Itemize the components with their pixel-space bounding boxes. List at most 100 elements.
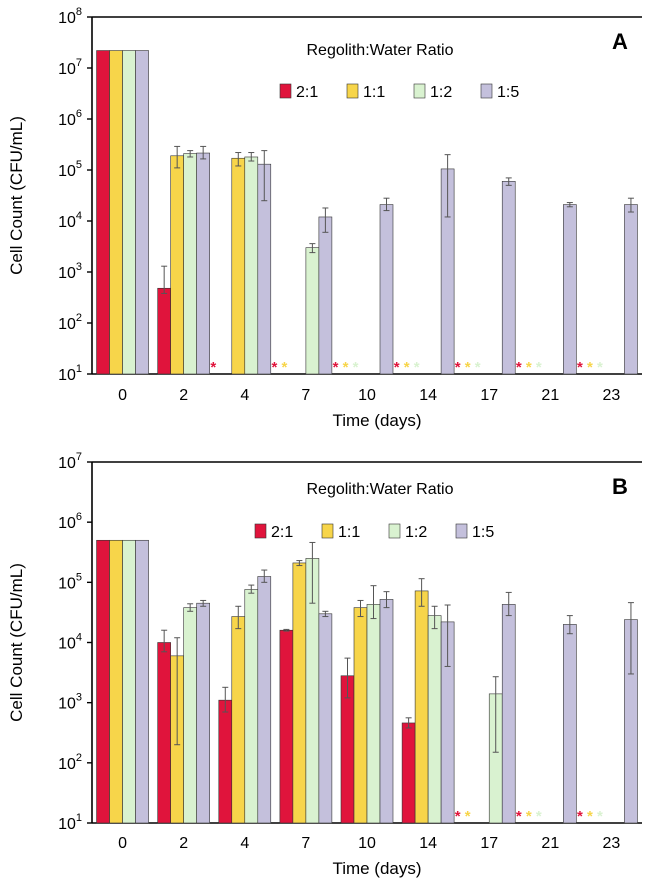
legend-label: 1:2 — [430, 84, 452, 101]
error-bar — [492, 676, 499, 753]
x-tick-label: 17 — [480, 387, 498, 404]
error-bar — [235, 605, 242, 630]
below-detection-marker-2-1: * — [577, 359, 583, 376]
below-detection-marker-1-1: * — [465, 359, 471, 376]
legend-item-1-5: 1:5 — [455, 523, 494, 541]
error-bar — [566, 615, 573, 635]
below-detection-marker-1-1: * — [587, 359, 593, 376]
legend-item-1-5: 1:5 — [480, 83, 519, 101]
below-detection-marker-2-1: * — [210, 359, 216, 376]
error-bar — [222, 686, 229, 713]
error-bar — [283, 628, 290, 632]
legend-swatch — [388, 523, 401, 539]
y-tick-label: 107 — [58, 451, 82, 472]
bar-1-2-day-0 — [122, 50, 136, 375]
bar-1-1-day-7 — [292, 562, 307, 824]
x-tick-label: 0 — [118, 835, 127, 852]
x-tick-label: 4 — [240, 835, 249, 852]
y-tick-label: 106 — [58, 511, 82, 532]
chart-panel-a: 101 102 103 104 105 106 107 108 0 2 4 7 10 14 17 21 23 Ti… — [7, 6, 642, 430]
bar-1-5-day-7 — [318, 216, 333, 375]
bar-1-5-day-10 — [379, 204, 394, 375]
bar-1-5-day-17 — [501, 181, 516, 375]
legend-label: 1:1 — [363, 84, 385, 101]
below-detection-marker-1-1: * — [343, 359, 349, 376]
error-bar — [161, 629, 168, 653]
error-bar — [444, 154, 451, 218]
bar-1-5-day-0 — [135, 539, 149, 824]
below-detection-marker-2-1: * — [394, 359, 400, 376]
error-bar — [248, 584, 255, 594]
below-detection-marker-2-1: * — [271, 359, 277, 376]
legend-swatch — [279, 83, 292, 99]
bar-1-2-day-2 — [183, 153, 197, 375]
error-bar — [405, 717, 412, 729]
legend-item-2-1: 2:1 — [279, 83, 318, 101]
bar-1-1-day-14 — [414, 590, 429, 824]
below-detection-marker-1-2: * — [475, 359, 481, 376]
bar-2-1-day-7 — [279, 629, 294, 824]
below-detection-marker-1-1: * — [526, 808, 532, 825]
error-bar — [261, 150, 268, 202]
y-tick-label: 108 — [58, 6, 82, 27]
bar-1-5-day-2 — [196, 602, 210, 824]
x-tick-label: 0 — [118, 387, 127, 404]
y-axis-label: Cell Count (CFU/mL) — [7, 563, 26, 722]
y-tick-label: 105 — [58, 571, 82, 592]
error-bar — [627, 197, 634, 213]
legend-label: 1:2 — [405, 524, 427, 541]
legend-item-1-1: 1:1 — [346, 83, 385, 101]
x-tick-label: 2 — [179, 387, 188, 404]
y-tick-label: 107 — [58, 57, 82, 78]
bar-1-5-day-21 — [563, 624, 577, 824]
y-axis-label: Cell Count (CFU/mL) — [7, 116, 26, 275]
y-tick-label: 104 — [58, 632, 82, 653]
error-bar — [187, 603, 194, 612]
below-detection-marker-2-1: * — [455, 808, 461, 825]
bar-1-2-day-4 — [244, 589, 259, 824]
x-tick-label: 14 — [419, 835, 437, 852]
error-bar — [444, 604, 451, 667]
error-bar — [161, 265, 168, 294]
below-detection-marker-1-2: * — [597, 359, 603, 376]
legend-label: 1:5 — [472, 524, 494, 541]
y-tick-label: 101 — [58, 363, 82, 384]
error-bar — [322, 207, 329, 233]
x-tick-label: 23 — [603, 835, 621, 852]
below-detection-marker-1-2: * — [353, 359, 359, 376]
error-bar — [505, 177, 512, 186]
bar-1-2-day-14 — [427, 615, 442, 824]
y-tick-label: 104 — [58, 210, 82, 231]
below-detection-marker-2-1: * — [455, 359, 461, 376]
x-tick-label: 2 — [179, 835, 188, 852]
x-tick-label: 17 — [480, 835, 498, 852]
error-bar — [505, 591, 512, 617]
legend-swatch — [480, 83, 493, 99]
legend-label: 1:1 — [338, 524, 360, 541]
legend-label: 2:1 — [271, 524, 293, 541]
below-detection-marker-1-1: * — [281, 359, 287, 376]
legend-label: 1:5 — [497, 84, 519, 101]
legend-title: Regolith:Water Ratio — [306, 481, 453, 498]
x-tick-label: 10 — [358, 835, 376, 852]
error-bar — [235, 152, 242, 167]
error-bar — [383, 197, 390, 212]
bar-2-1-day-0 — [96, 539, 110, 824]
legend-swatch — [321, 523, 334, 539]
legend-swatch — [254, 523, 267, 539]
bar-2-1-day-14 — [401, 722, 416, 824]
chart-panel-b: 101 102 103 104 105 106 107 0 2 4 7 10 14 17 21 23 Time … — [7, 451, 642, 878]
bar-1-1-day-4 — [231, 616, 246, 824]
y-tick-label: 103 — [58, 692, 82, 713]
bar-1-5-day-10 — [379, 599, 394, 824]
x-tick-label: 23 — [603, 387, 621, 404]
y-tick-label: 103 — [58, 261, 82, 282]
error-bar — [566, 202, 573, 208]
bar-1-1-day-0 — [109, 50, 123, 375]
bar-1-5-day-0 — [135, 50, 149, 375]
error-bar — [322, 610, 329, 618]
bar-1-5-day-23 — [624, 204, 638, 375]
below-detection-marker-2-1: * — [516, 808, 522, 825]
legend-item-1-1: 1:1 — [321, 523, 360, 541]
legend-swatch — [455, 523, 468, 539]
